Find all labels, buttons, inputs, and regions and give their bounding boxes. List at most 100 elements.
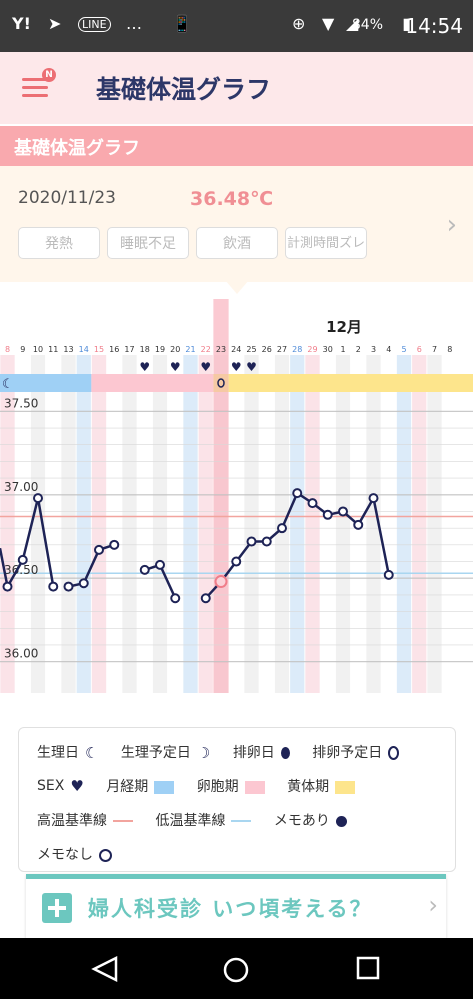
data-point: [277, 523, 287, 534]
legend-item: 月経期: [106, 776, 175, 796]
blue-line-icon: [231, 820, 252, 822]
legend-item: メモなし: [37, 844, 112, 864]
menu-button[interactable]: N: [22, 68, 56, 102]
phase-band-menstruation: [0, 374, 92, 392]
legend-row: 高温基準線 低温基準線 メモあり: [37, 810, 365, 830]
day-column: [107, 355, 122, 693]
sunday-column: [91, 355, 107, 693]
legend-label: SEX: [37, 778, 65, 794]
data-point: [292, 488, 303, 499]
data-point: [48, 581, 59, 592]
pink-line-icon: [113, 820, 133, 822]
x-tick-label: 30: [323, 345, 333, 354]
day-column: [152, 355, 168, 693]
day-column: [259, 355, 274, 693]
y-tick-label: 36.00: [4, 647, 38, 661]
egg-outline-icon: [388, 746, 400, 760]
x-tick-label: 11: [48, 345, 58, 354]
x-tick-label: 29: [307, 345, 317, 354]
chevron-right-icon[interactable]: ›: [446, 210, 457, 240]
temperature-chart[interactable]: ☾ 37.50 37.00 36.50 36.00 8 9 10 11 13 14 15 16 17 18 1…: [0, 285, 473, 695]
data-point: [307, 498, 318, 509]
day-column: [137, 355, 152, 693]
selection-pointer: [225, 280, 249, 294]
y-tick-label: 37.50: [4, 396, 38, 410]
egg-icon: [280, 747, 290, 759]
selected-date: 2020/11/23: [18, 188, 116, 208]
back-icon[interactable]: [90, 956, 120, 982]
x-tick-label: 14: [79, 345, 89, 354]
data-point: [94, 544, 104, 555]
data-point: [109, 539, 120, 550]
pink-square-icon: [244, 780, 265, 794]
x-tick-label: 28: [292, 345, 302, 354]
legend-label: メモなし: [37, 847, 93, 863]
saturday-column: [183, 355, 198, 693]
legend-label: 卵胞期: [196, 779, 239, 795]
day-column: [381, 355, 396, 693]
x-tick-label: 24: [231, 345, 241, 354]
day-column: [229, 355, 244, 693]
crescent-icon: ☾: [85, 744, 99, 762]
yahoo-icon: Y!: [12, 14, 31, 33]
day-column: [168, 355, 183, 693]
x-tick-label: 25: [246, 345, 256, 354]
x-tick-label: 15: [94, 345, 104, 354]
heart-icon: ♥: [200, 360, 211, 374]
x-tick-label: 19: [155, 345, 165, 354]
sunday-column: [198, 355, 213, 693]
data-point: [368, 493, 379, 504]
selected-point: [214, 575, 228, 589]
legend-item: 低温基準線: [155, 810, 252, 830]
wifi-icon: ▼: [322, 14, 335, 33]
chevron-right-icon: ›: [428, 891, 438, 919]
phase-band-luteal: [228, 374, 473, 392]
legend-label: 黄体期: [287, 779, 330, 795]
temperature-line: [0, 547, 9, 587]
tag-lack-of-sleep[interactable]: 睡眠不足: [107, 227, 189, 259]
app-header: N 基礎体温グラフ: [0, 52, 473, 124]
x-tick-label: 4: [386, 345, 391, 354]
crescent-icon: ☾: [2, 377, 14, 392]
data-point: [353, 519, 364, 530]
recents-icon[interactable]: [356, 956, 380, 980]
legend-row: 生理日 ☾ 生理予定日 ☽ 排卵日 排卵予定日: [37, 742, 417, 762]
data-saver-icon: ⊕: [292, 14, 306, 33]
hamburger-icon: [22, 86, 48, 89]
tag-fever[interactable]: 発熱: [18, 227, 100, 259]
x-tick-label: 9: [20, 345, 25, 354]
data-point: [261, 536, 272, 547]
legend-item: 生理予定日 ☽: [121, 742, 210, 762]
legend-label: 排卵日: [232, 745, 275, 761]
tag-measure-time-gap[interactable]: 計測時間ズレ: [285, 227, 367, 259]
x-tick-label: 26: [262, 345, 272, 354]
legend-label: 排卵予定日: [312, 745, 383, 761]
phase-band-follicular: [91, 374, 214, 392]
data-point: [246, 536, 257, 547]
more-icon: …: [126, 14, 142, 33]
day-detail-panel[interactable]: 2020/11/23 36.48℃ 発熱 睡眠不足 飲酒 計測時間ズレ ›: [0, 166, 473, 282]
banner-text: 婦人科受診 いつ頃考える？: [88, 897, 373, 921]
page-title: 基礎体温グラフ: [96, 75, 272, 104]
data-point: [139, 564, 150, 575]
saturday-column: [396, 355, 412, 693]
ovulation-day-cell: [213, 374, 229, 392]
legend-item: 黄体期: [287, 776, 356, 796]
x-tick-label: 5: [401, 345, 406, 354]
gynecology-banner[interactable]: 婦人科受診 いつ頃考える？ ›: [26, 874, 446, 939]
medical-plus-icon: [42, 893, 72, 923]
data-point: [383, 569, 394, 580]
x-tick-label: 3: [371, 345, 376, 354]
data-point: [2, 581, 13, 592]
day-column: [61, 355, 76, 693]
data-point: [63, 581, 74, 592]
tag-drinking[interactable]: 飲酒: [196, 227, 278, 259]
selected-temperature: 36.48℃: [190, 188, 274, 210]
day-column: [15, 355, 30, 693]
heart-icon: ♥: [170, 360, 181, 374]
day-column: [244, 355, 259, 693]
home-icon[interactable]: [222, 956, 250, 984]
data-point: [17, 554, 28, 565]
saturday-column: [76, 355, 91, 693]
